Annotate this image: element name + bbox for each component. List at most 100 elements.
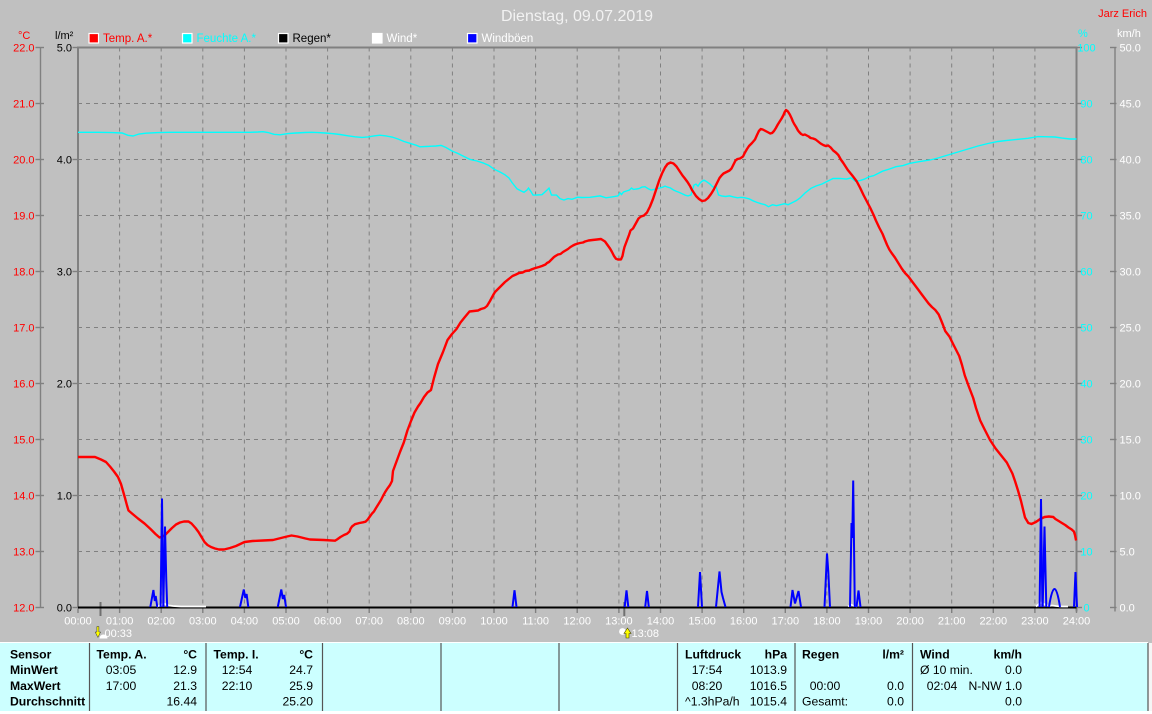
svg-text:30: 30 bbox=[1080, 435, 1092, 447]
svg-text:18.0: 18.0 bbox=[13, 267, 34, 279]
svg-text:%: % bbox=[1078, 28, 1088, 40]
svg-text:13:00: 13:00 bbox=[605, 616, 633, 628]
svg-text:°C: °C bbox=[183, 648, 197, 662]
svg-text:19.0: 19.0 bbox=[13, 211, 34, 223]
svg-text:22:10: 22:10 bbox=[222, 679, 253, 693]
svg-text:Temp. A.*: Temp. A.* bbox=[103, 33, 153, 45]
svg-text:10.0: 10.0 bbox=[1120, 491, 1141, 503]
svg-text:20: 20 bbox=[1080, 491, 1092, 503]
svg-text:20.0: 20.0 bbox=[1120, 379, 1141, 391]
svg-text:17:54: 17:54 bbox=[692, 663, 723, 677]
svg-text:22:00: 22:00 bbox=[980, 616, 1008, 628]
svg-text:16.0: 16.0 bbox=[13, 379, 34, 391]
svg-text:13:08: 13:08 bbox=[632, 628, 660, 640]
svg-text:24.7: 24.7 bbox=[289, 663, 313, 677]
svg-text:17:00: 17:00 bbox=[772, 616, 800, 628]
svg-text:17:00: 17:00 bbox=[106, 679, 137, 693]
svg-text:15.0: 15.0 bbox=[1120, 435, 1141, 447]
svg-text:02:04: 02:04 bbox=[927, 679, 958, 693]
svg-text:03:05: 03:05 bbox=[106, 663, 137, 677]
svg-text:km/h: km/h bbox=[1117, 28, 1141, 40]
svg-text:hPa: hPa bbox=[765, 648, 788, 662]
svg-text:Temp. A.: Temp. A. bbox=[97, 648, 147, 662]
svg-text:16:00: 16:00 bbox=[730, 616, 758, 628]
svg-text:60: 60 bbox=[1080, 267, 1092, 279]
svg-text:Sensor: Sensor bbox=[10, 648, 52, 662]
svg-text:5.0: 5.0 bbox=[57, 43, 72, 55]
svg-text:0.0: 0.0 bbox=[887, 695, 904, 709]
svg-text:30.0: 30.0 bbox=[1120, 267, 1141, 279]
svg-text:40: 40 bbox=[1080, 379, 1092, 391]
svg-text:21.0: 21.0 bbox=[13, 99, 34, 111]
svg-text:21.3: 21.3 bbox=[173, 679, 197, 693]
svg-text:00:00: 00:00 bbox=[810, 679, 841, 693]
svg-text:09:00: 09:00 bbox=[439, 616, 467, 628]
svg-text:km/h: km/h bbox=[994, 648, 1022, 662]
svg-text:12.9: 12.9 bbox=[173, 663, 197, 677]
svg-text:Wind*: Wind* bbox=[387, 33, 418, 45]
svg-text:08:20: 08:20 bbox=[692, 679, 723, 693]
svg-text:l/m²: l/m² bbox=[882, 648, 904, 662]
svg-text:5.0: 5.0 bbox=[1120, 547, 1135, 559]
svg-text:08:00: 08:00 bbox=[397, 616, 425, 628]
svg-text:80: 80 bbox=[1080, 155, 1092, 167]
svg-text:Temp. I.: Temp. I. bbox=[214, 648, 259, 662]
svg-text:15:00: 15:00 bbox=[688, 616, 716, 628]
svg-text:45.0: 45.0 bbox=[1120, 99, 1141, 111]
svg-text:Jarz Erich: Jarz Erich bbox=[1098, 8, 1147, 20]
svg-text:Wind: Wind bbox=[920, 648, 950, 662]
svg-text:Feuchte A.*: Feuchte A.* bbox=[197, 33, 257, 45]
svg-text:12:54: 12:54 bbox=[222, 663, 253, 677]
svg-text:MinWert: MinWert bbox=[10, 663, 58, 677]
svg-text:10: 10 bbox=[1080, 547, 1092, 559]
svg-text:100: 100 bbox=[1077, 43, 1095, 55]
svg-text:Ø 10 min.: Ø 10 min. bbox=[920, 663, 973, 677]
svg-text:Durchschnitt: Durchschnitt bbox=[10, 695, 85, 709]
svg-text:35.0: 35.0 bbox=[1120, 211, 1141, 223]
svg-text:22.0: 22.0 bbox=[13, 43, 34, 55]
svg-text:01:00: 01:00 bbox=[106, 616, 134, 628]
svg-text:l/m²: l/m² bbox=[55, 30, 74, 42]
svg-text:20.0: 20.0 bbox=[13, 155, 34, 167]
svg-text:16.44: 16.44 bbox=[167, 695, 198, 709]
svg-text:14:00: 14:00 bbox=[647, 616, 675, 628]
svg-text:1016.5: 1016.5 bbox=[750, 679, 787, 693]
svg-text:13.0: 13.0 bbox=[13, 547, 34, 559]
svg-text:N-NW 1.0: N-NW 1.0 bbox=[969, 679, 1023, 693]
svg-text:15.0: 15.0 bbox=[13, 435, 34, 447]
svg-text:21:00: 21:00 bbox=[938, 616, 966, 628]
svg-text:70: 70 bbox=[1080, 211, 1092, 223]
svg-text:Regen: Regen bbox=[802, 648, 839, 662]
svg-text:1013.9: 1013.9 bbox=[750, 663, 787, 677]
svg-text:03:00: 03:00 bbox=[189, 616, 217, 628]
svg-text:1.0: 1.0 bbox=[57, 491, 72, 503]
svg-text:MaxWert: MaxWert bbox=[10, 679, 61, 693]
svg-text:02:00: 02:00 bbox=[147, 616, 175, 628]
svg-text:50: 50 bbox=[1080, 323, 1092, 335]
svg-text:4.0: 4.0 bbox=[57, 155, 72, 167]
svg-text:25.20: 25.20 bbox=[283, 695, 314, 709]
svg-text:^1.3hPa/h: ^1.3hPa/h bbox=[685, 695, 740, 709]
svg-text:0.0: 0.0 bbox=[1005, 695, 1022, 709]
svg-text:00:33: 00:33 bbox=[105, 628, 133, 640]
svg-text:25.9: 25.9 bbox=[289, 679, 313, 693]
svg-text:Dienstag, 09.07.2019: Dienstag, 09.07.2019 bbox=[501, 8, 653, 25]
svg-text:°C: °C bbox=[299, 648, 313, 662]
svg-text:°C: °C bbox=[18, 30, 30, 42]
svg-text:19:00: 19:00 bbox=[855, 616, 883, 628]
svg-text:0.0: 0.0 bbox=[1005, 663, 1022, 677]
svg-text:Regen*: Regen* bbox=[293, 33, 332, 45]
svg-text:0: 0 bbox=[1083, 603, 1089, 615]
svg-text:10:00: 10:00 bbox=[480, 616, 508, 628]
svg-text:0.0: 0.0 bbox=[1120, 603, 1135, 615]
svg-text:07:00: 07:00 bbox=[355, 616, 383, 628]
svg-text:24:00: 24:00 bbox=[1063, 616, 1091, 628]
svg-text:3.0: 3.0 bbox=[57, 267, 72, 279]
svg-text:Gesamt:: Gesamt: bbox=[802, 695, 848, 709]
svg-text:11:00: 11:00 bbox=[522, 616, 549, 628]
svg-text:2.0: 2.0 bbox=[57, 379, 72, 391]
svg-text:06:00: 06:00 bbox=[314, 616, 342, 628]
svg-text:25.0: 25.0 bbox=[1120, 323, 1141, 335]
svg-text:17.0: 17.0 bbox=[13, 323, 34, 335]
svg-text:20:00: 20:00 bbox=[896, 616, 924, 628]
